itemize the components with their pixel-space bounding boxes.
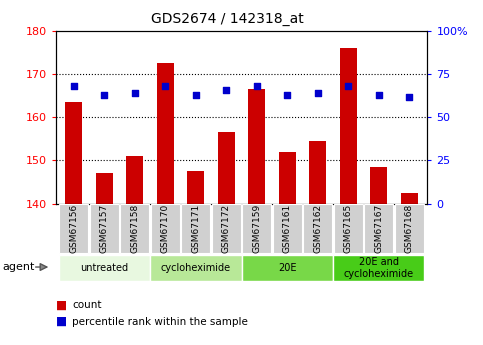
Text: GSM67172: GSM67172 (222, 204, 231, 253)
Text: GSM67167: GSM67167 (374, 204, 383, 253)
Bar (279, 152, 296, 204)
Point (70, 83, 78, 89)
Text: GSM67158: GSM67158 (130, 204, 139, 253)
Text: GSM67159: GSM67159 (252, 204, 261, 253)
Bar (248, 89, 265, 204)
Bar (151, 204, 180, 253)
Text: cycloheximide: cycloheximide (161, 263, 231, 273)
Text: GSM67162: GSM67162 (313, 204, 322, 253)
Text: untreated: untreated (80, 263, 128, 273)
Text: count: count (72, 300, 102, 310)
Point (375, 92, 383, 98)
Point (405, 94, 413, 99)
Text: GSM67171: GSM67171 (191, 204, 200, 253)
Bar (157, 63, 174, 204)
Text: GSM67170: GSM67170 (161, 204, 170, 253)
Text: 20E: 20E (278, 263, 297, 273)
Bar (90, 204, 119, 253)
Bar (120, 204, 149, 253)
Text: GDS2674 / 142318_at: GDS2674 / 142318_at (151, 12, 303, 26)
Point (284, 92, 291, 98)
Point (344, 83, 352, 89)
Point (131, 90, 139, 96)
Bar (334, 204, 363, 253)
Text: ■: ■ (56, 315, 67, 328)
Bar (66, 102, 82, 204)
Bar (212, 204, 241, 253)
Point (253, 83, 261, 89)
Bar (58, 255, 150, 280)
Bar (187, 171, 204, 204)
Bar (309, 141, 326, 204)
Bar (242, 204, 271, 253)
Bar (150, 255, 242, 280)
Bar (333, 255, 425, 280)
Bar (59, 204, 88, 253)
Bar (364, 204, 393, 253)
Point (161, 83, 169, 89)
Text: percentile rank within the sample: percentile rank within the sample (72, 317, 248, 326)
Bar (303, 204, 332, 253)
Text: 20E and
cycloheximide: 20E and cycloheximide (343, 257, 414, 278)
Point (222, 87, 230, 92)
Bar (370, 167, 387, 204)
Text: GSM67161: GSM67161 (283, 204, 292, 253)
Point (192, 92, 199, 98)
Bar (340, 48, 356, 204)
Text: ■: ■ (56, 299, 67, 312)
Bar (181, 204, 211, 253)
Text: agent: agent (2, 263, 35, 272)
Bar (96, 173, 113, 204)
Bar (395, 204, 424, 253)
Bar (401, 193, 417, 204)
Text: GSM67168: GSM67168 (405, 204, 413, 253)
Text: GSM67165: GSM67165 (344, 204, 353, 253)
Point (100, 92, 108, 98)
Bar (218, 132, 235, 204)
Bar (242, 255, 333, 280)
Bar (272, 204, 302, 253)
Text: GSM67157: GSM67157 (100, 204, 109, 253)
Text: GSM67156: GSM67156 (70, 204, 78, 253)
Point (314, 90, 322, 96)
Bar (127, 156, 143, 204)
